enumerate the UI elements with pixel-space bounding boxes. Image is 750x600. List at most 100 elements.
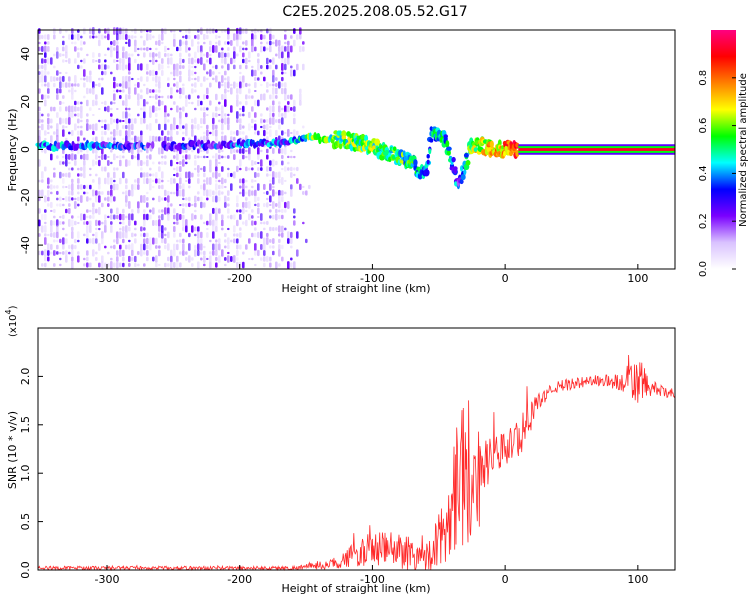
noise-cell bbox=[146, 33, 149, 41]
noise-cell bbox=[146, 148, 149, 154]
noise-cell bbox=[101, 154, 104, 160]
spectrogram-band bbox=[518, 144, 675, 155]
noise-cell bbox=[206, 51, 209, 58]
noise-cell bbox=[191, 65, 194, 68]
noise-cell bbox=[194, 209, 197, 213]
noise-cell bbox=[233, 171, 236, 179]
noise-cell bbox=[128, 213, 131, 221]
noise-cell bbox=[80, 40, 83, 46]
noise-cell bbox=[155, 59, 158, 63]
noise-cell bbox=[200, 155, 203, 158]
noise-cell bbox=[62, 35, 65, 39]
noise-cell bbox=[38, 233, 41, 237]
noise-cell bbox=[185, 112, 188, 118]
noise-cell bbox=[221, 191, 224, 195]
noise-cell bbox=[161, 209, 164, 213]
noise-cell bbox=[227, 47, 230, 51]
noise-cell bbox=[47, 243, 50, 251]
noise-cell bbox=[116, 33, 119, 41]
noise-cell bbox=[293, 99, 296, 107]
noise-cell bbox=[137, 177, 140, 185]
noise-cell bbox=[254, 243, 257, 251]
noise-cell bbox=[287, 101, 290, 105]
noise-cell bbox=[125, 34, 128, 40]
spectrogram-y-label: Frequency (Hz) bbox=[6, 109, 19, 192]
noise-cell bbox=[83, 58, 86, 64]
noise-cell bbox=[269, 160, 272, 166]
noise-cell bbox=[71, 231, 74, 239]
noise-cell bbox=[194, 117, 197, 125]
noise-cell bbox=[221, 51, 224, 59]
noise-cell bbox=[302, 191, 305, 195]
noise-cell bbox=[44, 70, 47, 76]
noise-cell bbox=[170, 261, 173, 269]
noise-cell bbox=[245, 28, 248, 34]
noise-cell bbox=[89, 184, 92, 190]
noise-cell bbox=[185, 225, 188, 233]
noise-cell bbox=[236, 233, 239, 237]
noise-cell bbox=[158, 219, 161, 227]
noise-cell bbox=[260, 71, 263, 75]
noise-cell bbox=[149, 243, 152, 251]
noise-cell bbox=[203, 41, 206, 45]
noise-cell bbox=[122, 100, 125, 106]
noise-cell bbox=[221, 177, 224, 185]
noise-cell bbox=[134, 233, 137, 237]
noise-cell bbox=[176, 239, 179, 243]
noise-cell bbox=[74, 89, 77, 93]
x-tick-label: -100 bbox=[360, 573, 385, 586]
noise-cell bbox=[158, 51, 161, 59]
noise-cell bbox=[56, 155, 59, 159]
noise-cell bbox=[209, 100, 212, 106]
noise-cell bbox=[47, 57, 50, 65]
x-tick-label: -200 bbox=[227, 272, 252, 285]
noise-cell bbox=[47, 34, 50, 40]
noise-cell bbox=[278, 81, 281, 89]
noise-cell bbox=[119, 227, 122, 231]
noise-cell bbox=[185, 148, 188, 154]
snr-background bbox=[38, 328, 675, 570]
noise-cell bbox=[56, 231, 59, 239]
noise-cell bbox=[254, 180, 257, 182]
noise-cell bbox=[77, 64, 80, 70]
noise-cell bbox=[260, 149, 263, 153]
noise-cell bbox=[68, 208, 71, 214]
noise-cell bbox=[209, 159, 212, 167]
noise-cell bbox=[98, 227, 101, 231]
noise-cell bbox=[113, 47, 116, 51]
noise-cell bbox=[104, 154, 107, 160]
noise-cell bbox=[266, 237, 269, 245]
noise-cell bbox=[239, 45, 242, 53]
noise-cell bbox=[110, 117, 113, 125]
noise-cell bbox=[173, 101, 176, 105]
noise-cell bbox=[281, 87, 284, 95]
noise-cell bbox=[101, 101, 104, 105]
noise-cell bbox=[236, 257, 239, 261]
noise-cell bbox=[290, 257, 293, 261]
noise-cell bbox=[182, 189, 185, 197]
noise-cell bbox=[233, 51, 236, 59]
noise-cell bbox=[68, 167, 71, 171]
noise-cell bbox=[164, 105, 167, 113]
noise-cell bbox=[140, 167, 143, 171]
noise-cell bbox=[143, 232, 146, 238]
noise-cell bbox=[56, 225, 59, 233]
noise-cell bbox=[140, 89, 143, 93]
noise-cell bbox=[206, 232, 209, 238]
noise-cell bbox=[122, 63, 125, 71]
noise-cell bbox=[251, 179, 254, 183]
noise-cell bbox=[122, 51, 125, 59]
noise-cell bbox=[230, 256, 233, 262]
ridge-blob bbox=[463, 153, 469, 158]
noise-cell bbox=[38, 129, 41, 137]
noise-cell bbox=[161, 33, 164, 41]
noise-cell bbox=[188, 243, 191, 251]
noise-cell bbox=[173, 191, 176, 195]
noise-cell bbox=[254, 227, 257, 231]
noise-cell bbox=[212, 124, 215, 130]
noise-cell bbox=[293, 117, 296, 125]
noise-cell bbox=[233, 149, 236, 153]
noise-cell bbox=[62, 173, 65, 177]
noise-cell bbox=[101, 136, 104, 142]
noise-cell bbox=[137, 153, 140, 161]
